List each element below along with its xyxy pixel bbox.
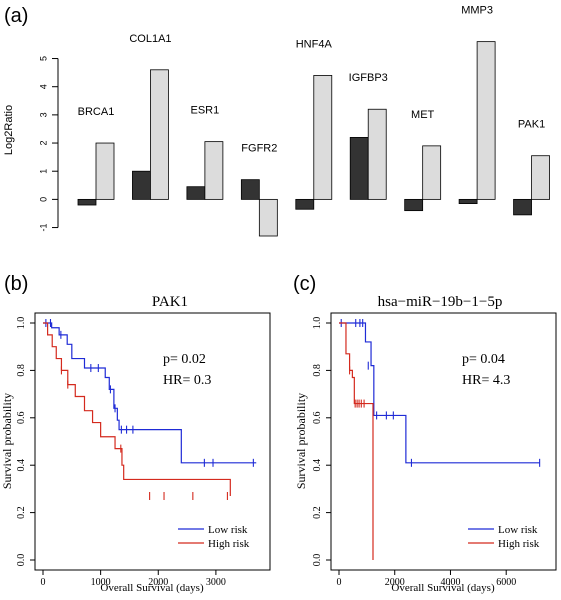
bar-label-hnf4a: HNF4A: [296, 38, 333, 50]
bar-fgfr2-dark: [240, 179, 260, 200]
y-tick-label: 0.4: [312, 459, 323, 472]
panel-a: (a) Log2Ratio -1 0 1 2 3 4 5 BRCA1 COL1A1 ESR1 FG…: [3, 5, 550, 237]
x-axis-label-b: Overall Survival (days): [100, 582, 204, 594]
bar-pak1-light: [531, 155, 550, 200]
x-tick-label: 6000: [496, 577, 516, 588]
legend-low-risk-b: Low risk: [208, 524, 248, 536]
y-tick-label: 0.8: [312, 364, 323, 377]
x-tick-label: 2000: [385, 577, 405, 588]
x-tick-label: 3000: [206, 577, 226, 588]
y-tick-label: 0.4: [16, 459, 27, 472]
x-tick-label: 1000: [91, 577, 111, 588]
bar-label-pak1: PAK1: [518, 119, 545, 131]
x-axis-label-c: Overall Survival (days): [391, 582, 495, 594]
y-tick-label: 0.2: [312, 506, 323, 519]
y-tick-label-a: 4: [38, 84, 48, 89]
p-value-b: p= 0.02: [163, 352, 206, 367]
bar-label-mmp3: MMP3: [461, 5, 493, 17]
y-tick-label: 0.8: [16, 364, 27, 377]
curves-c: [339, 319, 541, 560]
bar-met-dark: [404, 198, 424, 212]
bar-col1a1-light: [150, 69, 169, 200]
axes-c: 0 2000 4000 6000 0.0 0.2 0.4 0.6 0.8 1.0: [312, 317, 516, 588]
bar-pak1-dark: [513, 198, 532, 216]
y-tick-label: 1.0: [16, 317, 27, 330]
bar-mmp3-dark: [458, 198, 478, 205]
bar-label-met: MET: [411, 109, 435, 121]
y-tick-label: 0.6: [312, 412, 323, 425]
p-value-c: p= 0.04: [462, 352, 505, 367]
bar-brca1-light: [95, 142, 115, 200]
plot-frame-b: [34, 312, 271, 571]
y-tick-label-a: -1: [38, 224, 48, 232]
chart-title-b: PAK1: [152, 294, 188, 310]
bars-a: [77, 41, 550, 237]
km-curve-high-risk: [43, 322, 231, 497]
y-tick-label-a: 0: [38, 197, 48, 202]
y-tick-label: 0.2: [16, 506, 27, 519]
curves-b: [43, 319, 257, 501]
chart-title-c: hsa−miR−19b−1−5p: [378, 294, 503, 310]
y-tick-label: 0.6: [16, 412, 27, 425]
bar-brca1-dark: [77, 198, 97, 206]
panel-b: (b) PAK1 0 1000 2000 3000 0.0 0.2 0.4 0.6 0.8 1.0…: [0, 273, 271, 594]
y-axis-label-c: Survival probability: [294, 393, 308, 489]
panel-c: (c) hsa−miR−19b−1−5p 0 2000 4000 6000 0.0 0.2…: [293, 273, 557, 594]
legend-low-risk-c: Low risk: [498, 524, 538, 536]
bar-hnf4a-dark: [295, 198, 315, 210]
axes-b: 0 1000 2000 3000 0.0 0.2 0.4 0.6 0.8 1.0: [16, 317, 226, 588]
bar-igfbp3-dark: [349, 137, 369, 200]
bar-label-brca1: BRCA1: [78, 106, 115, 118]
y-axis-label-b: Survival probability: [0, 393, 14, 489]
y-tick-label-a: 3: [38, 112, 48, 117]
bar-met-light: [422, 145, 442, 200]
legend-b: Low risk High risk: [178, 524, 250, 550]
x-tick-label: 2000: [148, 577, 168, 588]
legend-high-risk-c: High risk: [498, 538, 540, 550]
panel-label-b: (b): [4, 273, 28, 295]
y-tick-label-a: 1: [38, 169, 48, 174]
bar-col1a1-dark: [132, 170, 151, 200]
bar-esr1-light: [204, 141, 224, 200]
panel-label-a: (a): [4, 5, 28, 27]
bar-label-col1a1: COL1A1: [129, 33, 171, 45]
panel-label-c: (c): [293, 273, 316, 295]
x-tick-label: 0: [337, 577, 342, 588]
y-tick-label: 0.0: [16, 554, 27, 567]
y-tick-label: 0.0: [312, 554, 323, 567]
bar-label-esr1: ESR1: [191, 105, 220, 117]
y-axis-label-a: Log2Ratio: [3, 105, 15, 155]
y-tick-label-a: 5: [38, 56, 48, 61]
bar-fgfr2-light: [258, 198, 278, 237]
km-curve-low-risk: [339, 322, 540, 464]
x-tick-label: 0: [41, 577, 46, 588]
hazard-ratio-b: HR= 0.3: [163, 373, 211, 388]
km-curve-low-risk: [43, 322, 257, 464]
hazard-ratio-c: HR= 4.3: [462, 373, 510, 388]
y-tick-label: 1.0: [312, 317, 323, 330]
y-axis-a: -1 0 1 2 3 4 5: [38, 56, 59, 232]
x-tick-label: 4000: [440, 577, 460, 588]
bar-igfbp3-light: [367, 108, 387, 200]
bar-hnf4a-light: [313, 75, 333, 200]
bar-labels-a: BRCA1 COL1A1 ESR1 FGFR2 HNF4A IGFBP3 MET MMP3 PA…: [78, 5, 546, 155]
bar-esr1-dark: [186, 186, 206, 200]
bar-label-igfbp3: IGFBP3: [349, 72, 388, 84]
legend-c: Low risk High risk: [468, 524, 540, 550]
km-curve-high-risk: [339, 322, 374, 560]
plot-frame-c: [330, 312, 557, 571]
y-tick-label-a: 2: [38, 141, 48, 146]
bar-label-fgfr2: FGFR2: [241, 143, 277, 155]
bar-mmp3-light: [476, 41, 496, 200]
legend-high-risk-b: High risk: [208, 538, 250, 550]
